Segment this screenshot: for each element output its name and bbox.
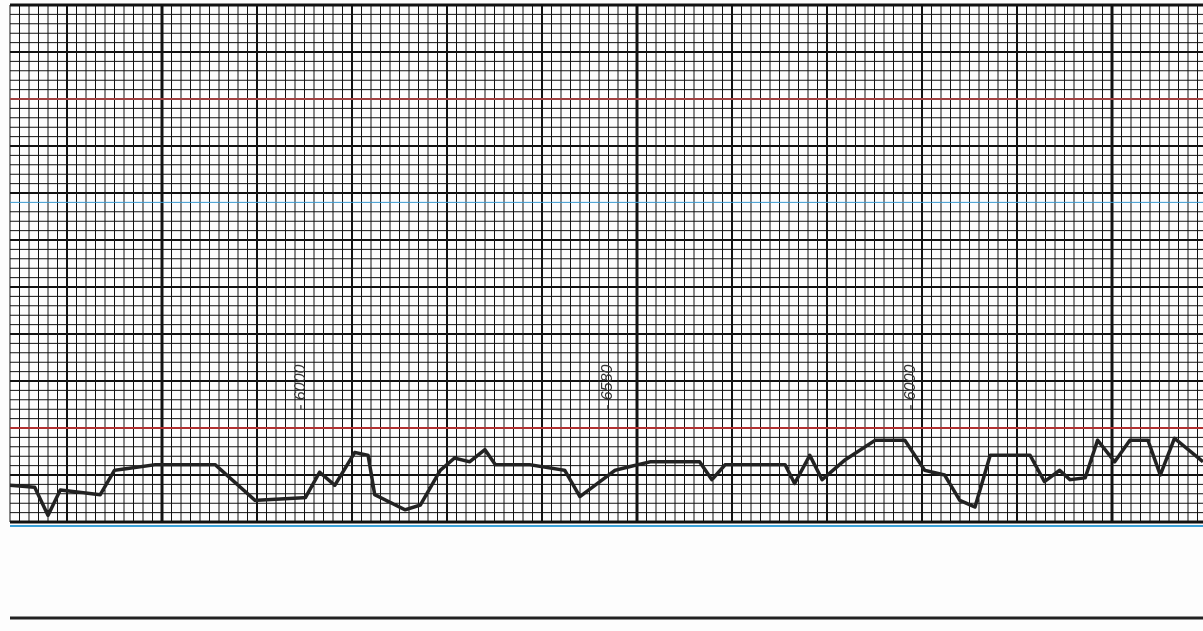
annotation: - 6000 (902, 365, 919, 410)
trace (9, 436, 1203, 518)
annotation: - 6580 (599, 365, 616, 410)
annotation: - 6000 (292, 365, 309, 410)
